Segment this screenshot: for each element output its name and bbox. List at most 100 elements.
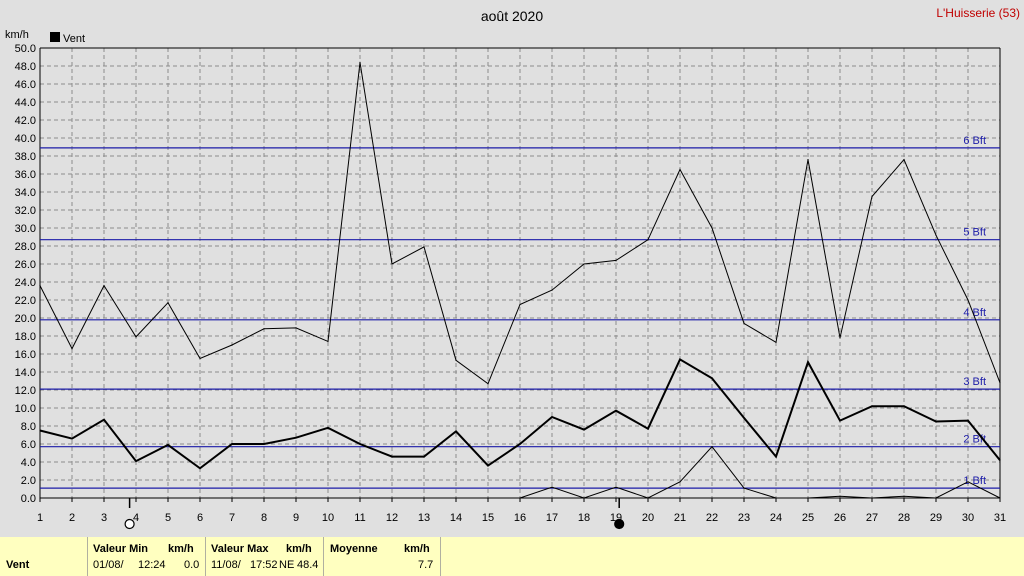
x-tick-label: 3 xyxy=(101,512,107,524)
series-point-moyenne xyxy=(647,428,649,430)
series-point-max xyxy=(679,168,681,171)
x-tick-label: 2 xyxy=(69,512,75,524)
y-tick-label: 36.0 xyxy=(15,169,36,181)
series-point-min xyxy=(807,497,809,499)
y-axis-unit: km/h xyxy=(5,29,29,41)
series-point-moyenne xyxy=(231,443,233,445)
series-point-min xyxy=(839,495,841,497)
series-point-moyenne xyxy=(807,361,809,363)
beaufort-label: 1 Bft xyxy=(963,475,986,487)
y-tick-label: 32.0 xyxy=(15,205,36,217)
footer-max-cell: Valeur Max km/h 11/08/ 17:52 NE 48.4 xyxy=(206,537,324,576)
y-tick-label: 22.0 xyxy=(15,295,36,307)
max-value: 48.4 xyxy=(297,559,319,571)
moon-full-icon xyxy=(124,518,135,530)
series-point-min xyxy=(647,497,649,499)
series-point-max xyxy=(967,299,969,301)
series-point-max xyxy=(295,327,297,329)
y-tick-label: 26.0 xyxy=(15,259,36,271)
series-point-min xyxy=(519,497,521,499)
series-point-max xyxy=(423,246,425,248)
series-point-moyenne xyxy=(743,417,745,419)
series-point-moyenne xyxy=(935,420,937,423)
series-point-max xyxy=(391,263,393,265)
series-point-max xyxy=(615,259,617,261)
wind-chart: août 2020 L'Huisserie (53) km/h Vent 0.0… xyxy=(5,6,1020,530)
statistics-footer: Vent Valeur Min km/h 01/08/ 12:24 0.0 Va… xyxy=(0,537,1024,576)
series-point-min xyxy=(423,497,425,499)
series-point-moyenne xyxy=(519,443,521,445)
x-tick-label: 10 xyxy=(322,512,334,524)
series-point-moyenne xyxy=(135,460,137,462)
series-point-moyenne xyxy=(679,358,681,360)
series-point-moyenne xyxy=(263,443,265,445)
y-tick-label: 50.0 xyxy=(15,43,36,55)
x-tick-label: 1 xyxy=(37,512,43,524)
max-unit: km/h xyxy=(286,543,312,555)
y-tick-label: 30.0 xyxy=(15,223,36,235)
series-point-max xyxy=(455,359,457,361)
footer-avg-cell: Moyenne km/h 7.7 xyxy=(324,537,441,576)
series-point-moyenne xyxy=(167,444,169,446)
series-point-moyenne xyxy=(295,437,297,439)
series-point-moyenne xyxy=(359,443,361,445)
x-tick-label: 30 xyxy=(962,512,974,524)
max-direction: NE xyxy=(279,559,295,571)
max-date: 11/08/ xyxy=(211,559,241,571)
series-point-max xyxy=(583,263,585,265)
max-title: Valeur Max xyxy=(211,543,269,555)
series-point-min xyxy=(615,486,617,488)
y-tick-label: 6.0 xyxy=(21,439,36,451)
series-point-max xyxy=(199,357,201,360)
series-point-max xyxy=(711,227,713,229)
series-point-min xyxy=(775,497,777,499)
x-tick-label: 28 xyxy=(898,512,910,524)
series-point-moyenne xyxy=(391,456,393,458)
y-tick-label: 24.0 xyxy=(15,277,36,289)
series-point-min xyxy=(263,497,265,499)
series-point-max xyxy=(743,322,745,324)
x-tick-label: 14 xyxy=(450,512,462,524)
x-tick-label: 20 xyxy=(642,512,654,524)
series-point-max xyxy=(103,285,105,287)
y-tick-label: 4.0 xyxy=(21,457,36,469)
x-tick-label: 17 xyxy=(546,512,558,524)
series-point-min xyxy=(999,497,1001,499)
legend-label: Vent xyxy=(63,33,85,45)
min-title: Valeur Min xyxy=(93,543,149,555)
y-tick-label: 34.0 xyxy=(15,187,36,199)
series-point-max xyxy=(903,159,905,161)
series-point-min xyxy=(903,495,905,497)
series-point-max xyxy=(359,61,361,64)
x-tick-label: 21 xyxy=(674,512,686,524)
y-tick-label: 14.0 xyxy=(15,367,36,379)
x-tick-label: 7 xyxy=(229,512,235,524)
series-point-min xyxy=(871,497,873,499)
footer-label-cell: Vent xyxy=(0,537,88,576)
series-point-moyenne xyxy=(999,459,1001,461)
series-point-moyenne xyxy=(455,430,457,432)
series-point-min xyxy=(167,497,169,499)
series-point-min xyxy=(391,497,393,499)
series-point-moyenne xyxy=(583,429,585,431)
beaufort-label: 6 Bft xyxy=(963,135,986,147)
max-time: 17:52 xyxy=(250,559,278,571)
x-tick-label: 12 xyxy=(386,512,398,524)
legend-swatch xyxy=(50,32,60,42)
x-tick-label: 4 xyxy=(133,512,139,524)
y-tick-label: 20.0 xyxy=(15,313,36,325)
y-tick-label: 10.0 xyxy=(15,403,36,415)
series-point-max xyxy=(39,285,41,287)
location-label: L'Huisserie (53) xyxy=(936,6,1020,20)
beaufort-label: 3 Bft xyxy=(963,376,986,388)
series-point-min xyxy=(103,497,105,499)
y-tick-label: 0.0 xyxy=(21,493,36,505)
x-tick-label: 5 xyxy=(165,512,171,524)
y-tick-label: 42.0 xyxy=(15,115,36,127)
footer-series-label: Vent xyxy=(6,559,30,571)
series-point-max xyxy=(231,344,233,346)
series-point-max xyxy=(807,159,809,161)
x-tick-label: 6 xyxy=(197,512,203,524)
x-tick-label: 29 xyxy=(930,512,942,524)
series-point-max xyxy=(647,239,649,241)
